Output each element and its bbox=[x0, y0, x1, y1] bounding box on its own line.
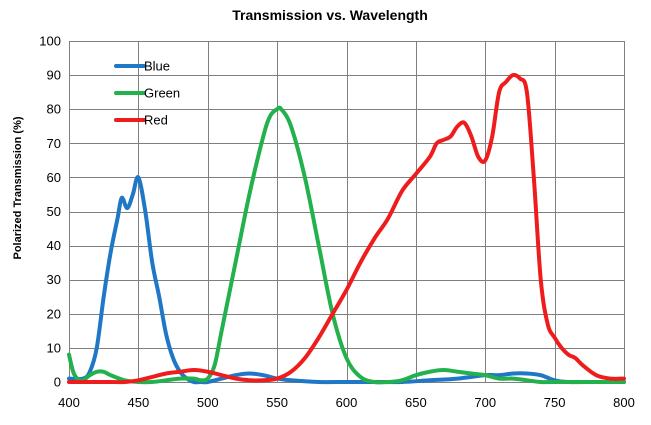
x-tick-label-450: 450 bbox=[128, 395, 150, 410]
y-tick-label-10: 10 bbox=[47, 340, 61, 355]
tick-labels: 0 10 20 30 40 50 60 70 80 90 100 400 450 500 550 600 650… bbox=[39, 34, 635, 411]
series-line-blue bbox=[67, 175, 626, 385]
y-tick-label-60: 60 bbox=[47, 170, 61, 185]
y-tick-label-100: 100 bbox=[39, 34, 61, 49]
series-line-red bbox=[67, 72, 626, 385]
x-tick-label-400: 400 bbox=[58, 395, 80, 410]
y-tick-label-90: 90 bbox=[47, 68, 61, 83]
x-tick-label-600: 600 bbox=[336, 395, 358, 410]
series-line-green bbox=[67, 105, 626, 385]
x-tick-label-650: 650 bbox=[405, 395, 427, 410]
y-tick-label-0: 0 bbox=[54, 375, 61, 390]
x-tick-label-550: 550 bbox=[266, 395, 288, 410]
y-tick-label-70: 70 bbox=[47, 136, 61, 151]
y-tick-label-50: 50 bbox=[47, 204, 61, 219]
x-tick-label-700: 700 bbox=[474, 395, 496, 410]
legend-label-red: Red bbox=[144, 113, 168, 128]
y-tick-label-20: 20 bbox=[47, 306, 61, 321]
x-tick-label-800: 800 bbox=[613, 395, 635, 410]
legend-label-blue: Blue bbox=[144, 59, 170, 74]
y-tick-label-30: 30 bbox=[47, 272, 61, 287]
x-tick-label-750: 750 bbox=[544, 395, 566, 410]
legend: Blue Green Red bbox=[114, 59, 180, 128]
y-tick-label-80: 80 bbox=[47, 102, 61, 117]
series-lines bbox=[67, 72, 626, 385]
y-axis-label: Polarized Transmission (%) bbox=[12, 116, 24, 259]
chart-title: Transmission vs. Wavelength bbox=[232, 7, 428, 23]
legend-label-green: Green bbox=[144, 86, 180, 101]
x-tick-label-500: 500 bbox=[197, 395, 219, 410]
y-tick-label-40: 40 bbox=[47, 238, 61, 253]
